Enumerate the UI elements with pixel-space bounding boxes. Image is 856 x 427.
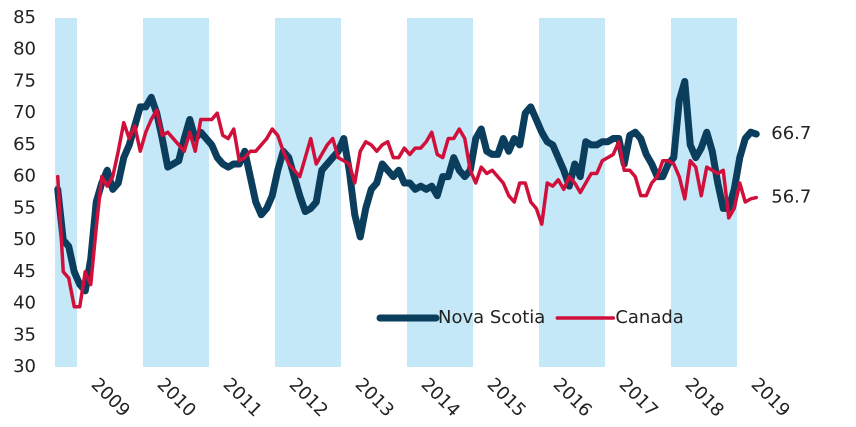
shaded-band: [539, 18, 605, 367]
y-tick-label: 75: [13, 70, 36, 91]
y-tick-label: 70: [13, 102, 36, 123]
x-tick-label: 2018: [681, 374, 728, 421]
y-tick-label: 45: [13, 261, 36, 282]
x-tick-label: 2017: [615, 374, 662, 421]
x-tick-label: 2014: [417, 374, 464, 421]
y-tick-label: 80: [13, 39, 36, 60]
x-tick-label: 2011: [219, 374, 266, 421]
shaded-band: [143, 18, 209, 367]
legend-label: Nova Scotia: [438, 307, 545, 328]
y-tick-label: 40: [13, 293, 36, 314]
shaded-band: [55, 18, 77, 367]
line-series: [56, 108, 758, 309]
x-tick-label: 2019: [747, 374, 794, 421]
y-tick-label: 30: [13, 356, 36, 377]
y-tick-label: 85: [13, 7, 36, 28]
x-tick-label: 2009: [87, 374, 134, 421]
shaded-band: [275, 18, 341, 367]
legend-label: Canada: [615, 307, 684, 328]
x-tick-label: 2015: [483, 374, 530, 421]
y-tick-label: 65: [13, 134, 36, 155]
x-tick-label: 2016: [549, 374, 596, 421]
y-tick-label: 50: [13, 229, 36, 250]
data-label: 66.7: [771, 123, 811, 144]
x-tick-label: 2010: [153, 374, 200, 421]
y-tick-label: 60: [13, 166, 36, 187]
y-tick-label: 55: [13, 197, 36, 218]
line-series: [54, 77, 760, 295]
data-label: 56.7: [771, 187, 811, 208]
x-tick-label: 2013: [351, 374, 398, 421]
y-tick-label: 35: [13, 324, 36, 345]
x-tick-label: 2012: [285, 374, 332, 421]
